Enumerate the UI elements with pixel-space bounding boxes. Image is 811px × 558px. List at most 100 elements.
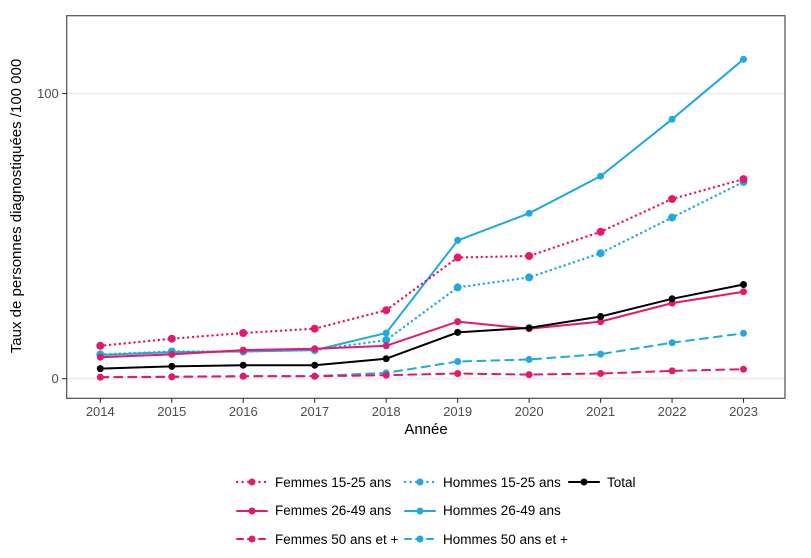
data-point-femmes-50-ans-et-2019 <box>454 370 462 377</box>
x-tick-label-2018: 2018 <box>372 404 401 419</box>
data-point-femmes-15-25-ans-2020 <box>525 252 534 260</box>
data-point-total-2020 <box>525 324 533 332</box>
data-point-total-2015 <box>168 362 176 370</box>
data-point-hommes-50-ans-et-2020 <box>525 356 533 363</box>
series-layer <box>96 55 748 381</box>
data-point-total-2021 <box>597 313 605 320</box>
legend-column-hommes: Hommes 15-25 ans Hommes 26-49 ans Hommes 5… <box>404 468 568 554</box>
data-point-femmes-50-ans-et-2020 <box>525 371 533 379</box>
data-point-femmes-26-49-ans-2014 <box>96 353 104 361</box>
data-point-femmes-26-49-ans-2019 <box>454 318 462 326</box>
data-point-femmes-50-ans-et-2016 <box>239 372 247 380</box>
legend-column-femmes: Femmes 15-25 ans Femmes 26-49 ans Femmes 5… <box>236 468 398 554</box>
series-line <box>99 290 745 359</box>
data-point-femmes-15-25-ans-2019 <box>453 253 462 262</box>
data-point-femmes-26-49-ans-2015 <box>168 350 176 358</box>
x-tick-label-2019: 2019 <box>443 404 472 419</box>
series-femmes-15-25-ans <box>96 175 748 350</box>
data-point-hommes-26-49-ans-2021 <box>597 172 605 180</box>
panel-border <box>66 15 786 399</box>
series-line <box>99 180 745 356</box>
legend-label: Femmes 15-25 ans <box>275 474 392 490</box>
line-chart: 2014 2015 2016 2017 2018 2019 2020 2021 2022 2023… <box>8 15 786 438</box>
data-point-total-2018 <box>382 355 390 363</box>
data-point-hommes-50-ans-et-2022 <box>668 339 676 347</box>
data-point-hommes-26-49-ans-2018 <box>382 329 390 337</box>
legend-column-total: Total <box>568 468 636 497</box>
data-point-femmes-15-25-ans-2022 <box>668 195 677 203</box>
data-point-hommes-26-49-ans-2019 <box>454 236 462 244</box>
data-point-hommes-15-25-ans-2021 <box>596 249 605 258</box>
data-point-femmes-50-ans-et-2015 <box>168 373 176 381</box>
data-point-total-2014 <box>96 365 104 373</box>
series-hommes-50-ans-et <box>96 329 747 381</box>
series-line <box>99 177 745 347</box>
data-point-hommes-50-ans-et-2021 <box>597 350 605 358</box>
legend-key-solid-icon <box>404 507 436 515</box>
legend-item-hommes-26-49-ans: Hommes 26-49 ans <box>404 497 568 526</box>
legend-item-femmes-15-25-ans: Femmes 15-25 ans <box>236 468 398 497</box>
series-hommes-15-25-ans <box>96 177 748 359</box>
legend-key-dotted-icon <box>404 478 436 486</box>
data-point-femmes-15-25-ans-2014 <box>96 341 105 350</box>
x-tick-label-2022: 2022 <box>658 404 687 419</box>
data-point-femmes-15-25-ans-2015 <box>167 334 176 343</box>
data-point-femmes-50-ans-et-2023 <box>740 365 747 373</box>
data-point-hommes-15-25-ans-2020 <box>525 273 534 282</box>
series-line <box>99 368 745 379</box>
x-tick-label-2021: 2021 <box>586 404 615 419</box>
data-point-hommes-15-25-ans-2018 <box>382 336 391 345</box>
series-line <box>99 283 745 370</box>
data-point-femmes-50-ans-et-2022 <box>668 367 676 375</box>
legend-label: Total <box>607 474 636 490</box>
data-point-total-2023 <box>740 281 747 288</box>
data-point-total-2017 <box>311 361 319 369</box>
x-tick-label-2017: 2017 <box>300 404 329 419</box>
data-point-femmes-15-25-ans-2021 <box>596 227 605 236</box>
legend-key-dashed-icon <box>404 535 436 543</box>
legend-key-solid-icon <box>236 507 268 515</box>
data-point-hommes-26-49-ans-2020 <box>525 209 533 217</box>
legend-key-dashed-icon <box>236 535 268 543</box>
y-tick-label-100: 100 <box>37 86 59 101</box>
series-total <box>96 281 747 373</box>
y-tick-label-0: 0 <box>51 371 58 386</box>
data-point-femmes-26-49-ans-2016 <box>239 346 247 354</box>
data-point-femmes-50-ans-et-2021 <box>597 370 605 377</box>
data-point-femmes-15-25-ans-2017 <box>310 324 319 333</box>
x-tick-label-2023: 2023 <box>729 404 758 419</box>
data-point-femmes-50-ans-et-2017 <box>311 372 319 380</box>
legend-item-hommes-50-ans-et: Hommes 50 ans et + <box>404 525 568 554</box>
data-point-femmes-15-25-ans-2016 <box>239 329 248 337</box>
data-point-femmes-50-ans-et-2014 <box>96 373 104 381</box>
data-point-femmes-50-ans-et-2018 <box>382 371 390 379</box>
data-point-total-2019 <box>454 328 462 336</box>
x-tick-label-2020: 2020 <box>515 404 544 419</box>
data-point-hommes-26-49-ans-2022 <box>668 115 676 123</box>
legend-key-dotted-icon <box>236 478 268 486</box>
legend-label: Hommes 15-25 ans <box>443 474 561 490</box>
data-point-hommes-26-49-ans-2023 <box>740 55 747 63</box>
chart-legend: Femmes 15-25 ans Femmes 26-49 ans Femmes 5… <box>0 468 811 558</box>
grid-layer <box>66 92 785 380</box>
data-point-femmes-15-25-ans-2023 <box>739 175 748 184</box>
data-point-femmes-26-49-ans-2018 <box>382 342 390 350</box>
data-point-total-2016 <box>239 361 247 369</box>
series-femmes-26-49-ans <box>96 288 747 361</box>
series-line <box>99 332 745 379</box>
data-point-femmes-15-25-ans-2018 <box>382 306 391 315</box>
legend-item-femmes-26-49-ans: Femmes 26-49 ans <box>236 497 398 526</box>
data-point-femmes-26-49-ans-2021 <box>597 318 605 326</box>
legend-label: Femmes 26-49 ans <box>275 503 392 519</box>
data-point-hommes-15-25-ans-2022 <box>668 213 677 222</box>
x-tick-label-2014: 2014 <box>86 404 115 419</box>
axis-layer: 2014 2015 2016 2017 2018 2019 2020 2021 2022 2023… <box>37 15 786 419</box>
x-tick-label-2016: 2016 <box>229 404 258 419</box>
series-line <box>99 58 745 356</box>
data-point-femmes-26-49-ans-2023 <box>740 288 747 296</box>
data-point-hommes-15-25-ans-2019 <box>453 283 462 292</box>
legend-label: Hommes 26-49 ans <box>443 503 561 519</box>
legend-key-solid-icon <box>568 478 600 486</box>
data-point-femmes-26-49-ans-2017 <box>311 345 319 353</box>
